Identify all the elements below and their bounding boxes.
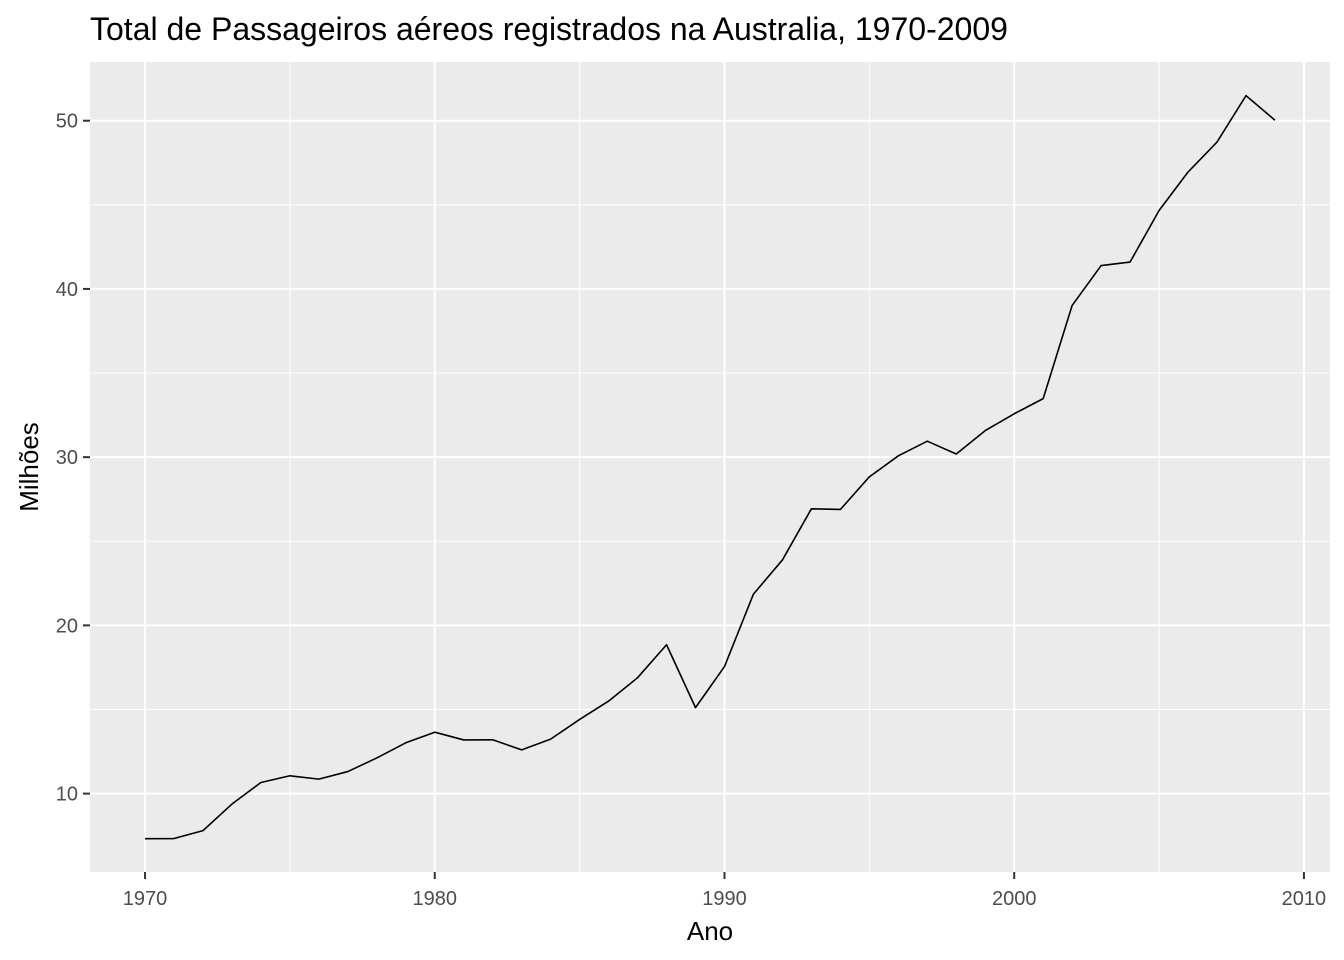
minor-gridlines: [90, 62, 1330, 872]
chart-title: Total de Passageiros aéreos registrados …: [90, 11, 1008, 47]
x-axis-ticks: 1970 1980 1990 2000 2010: [123, 872, 1326, 910]
y-axis-title: Milhões: [14, 422, 44, 512]
x-tick-label: 1980: [413, 888, 458, 910]
major-gridlines: [90, 62, 1330, 872]
y-tick-label: 20: [56, 615, 78, 637]
x-tick-label: 1990: [702, 888, 747, 910]
y-axis-ticks: 10 20 30 40 50: [56, 111, 90, 806]
plot-panel: [90, 62, 1330, 872]
passenger-series-line: [145, 94, 1276, 840]
y-tick-label: 40: [56, 279, 78, 301]
x-axis-title: Ano: [687, 916, 733, 946]
y-tick-label: 50: [56, 111, 78, 133]
x-tick-label: 1970: [123, 888, 168, 910]
y-tick-label: 10: [56, 784, 78, 806]
x-tick-label: 2010: [1282, 888, 1327, 910]
x-tick-label: 2000: [992, 888, 1037, 910]
y-tick-label: 30: [56, 447, 78, 469]
